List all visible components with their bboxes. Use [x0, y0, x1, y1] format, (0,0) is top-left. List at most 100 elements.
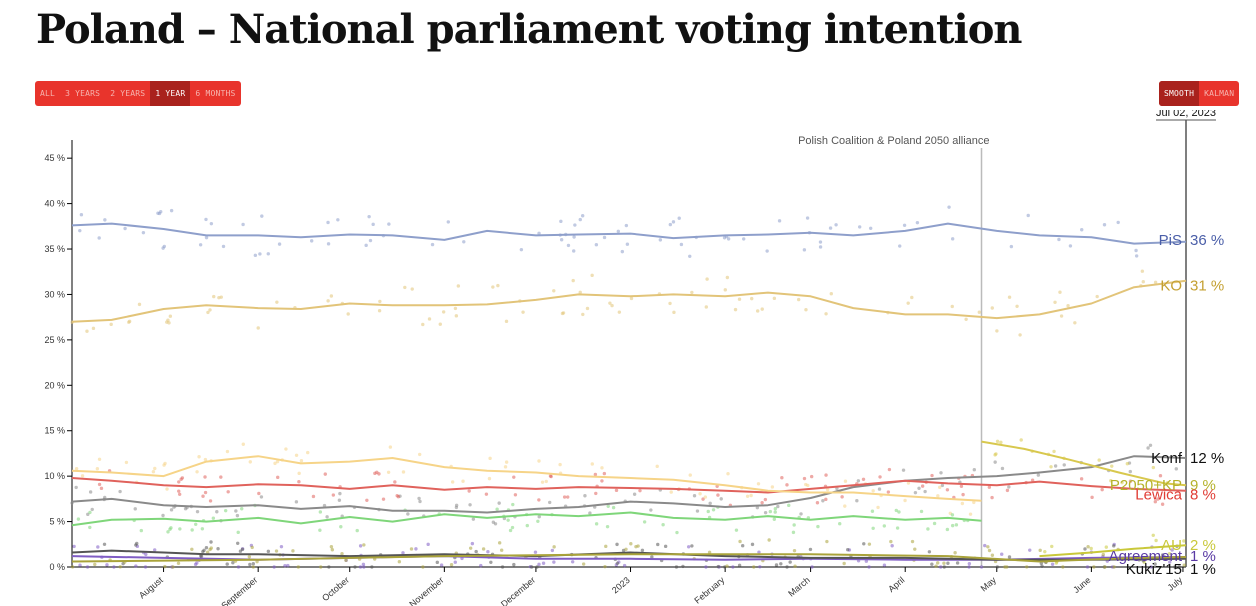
poll-dot [370, 565, 374, 569]
poll-dot [964, 317, 968, 322]
poll-dot [704, 565, 708, 569]
poll-dot [550, 548, 555, 553]
poll-dot [792, 548, 797, 553]
poll-dot [533, 550, 538, 554]
poll-dot [792, 523, 796, 527]
poll-dot [1039, 561, 1044, 566]
x-tick-label: June [1071, 575, 1092, 595]
kalman-button[interactable]: KALMAN [1204, 89, 1235, 98]
poll-dot [1110, 464, 1114, 468]
poll-dot [97, 236, 101, 240]
poll-dot [774, 563, 779, 567]
poll-dot [273, 461, 277, 466]
poll-dot [809, 474, 814, 479]
poll-dot [897, 510, 901, 514]
poll-dot [1177, 565, 1182, 569]
poll-dot [537, 459, 541, 463]
poll-dot [930, 473, 934, 478]
poll-dot [1040, 564, 1044, 569]
poll-dot [456, 284, 461, 288]
poll-dot [78, 228, 82, 233]
poll-dot [1141, 279, 1145, 284]
poll-dot [438, 322, 442, 326]
poll-dot [570, 560, 575, 564]
end-label-name-p2050-kp: P2050+KP [1110, 477, 1182, 494]
poll-dot [1089, 546, 1093, 551]
poll-dot [967, 565, 971, 569]
poll-dot [205, 550, 210, 554]
poll-dot [153, 548, 157, 552]
poll-dot [776, 504, 780, 509]
range-6-months-button[interactable]: 6 MONTHS [195, 89, 236, 98]
x-tick-label: September [219, 575, 259, 606]
poll-dot [919, 509, 924, 514]
method-selector: SMOOTH KALMAN [1159, 81, 1240, 106]
poll-dot [330, 548, 335, 552]
poll-dot [118, 565, 122, 569]
poll-dot [608, 301, 612, 305]
poll-dot [336, 218, 340, 222]
poll-dot [950, 523, 955, 528]
poll-dot [1043, 549, 1047, 554]
poll-dot [88, 510, 92, 515]
poll-dot [716, 564, 720, 569]
poll-dot [163, 461, 167, 466]
poll-dot [491, 285, 495, 289]
poll-dot [824, 312, 828, 316]
poll-dot [1092, 565, 1096, 569]
poll-dot [177, 492, 182, 496]
poll-dot [353, 565, 357, 569]
poll-dot [987, 548, 992, 553]
poll-dot [1173, 565, 1177, 569]
poll-dot [112, 565, 116, 569]
y-tick-label: 40 % [44, 199, 65, 209]
poll-dot [990, 306, 994, 310]
poll-dot [151, 470, 156, 474]
poll-dot [294, 500, 299, 504]
poll-dot [339, 525, 343, 529]
poll-dot [96, 545, 100, 549]
poll-dot [634, 544, 638, 549]
poll-dot [276, 475, 280, 480]
poll-dot [203, 475, 207, 479]
poll-dot [1026, 213, 1030, 218]
x-tick-label: October [320, 575, 351, 603]
poll-dot [671, 220, 676, 224]
range-2-years-button[interactable]: 2 YEARS [110, 89, 146, 98]
poll-dot [421, 322, 425, 327]
poll-dot [999, 440, 1003, 445]
poll-dot [393, 480, 397, 484]
poll-dot [805, 216, 810, 220]
poll-dot [755, 505, 760, 510]
poll-dot [698, 492, 702, 496]
range-1-year-button[interactable]: 1 YEAR [150, 81, 191, 106]
poll-dot [990, 495, 994, 500]
poll-dot [225, 562, 229, 566]
poll-dot [745, 494, 750, 498]
poll-dot [740, 544, 745, 548]
poll-dot [559, 219, 563, 224]
poll-dot [256, 326, 260, 330]
poll-dot [675, 530, 679, 535]
poll-dot [738, 539, 742, 544]
voting-intention-chart[interactable]: 0 % 5 % 10 % 15 % 20 % 25 % 30 % 35 % 40 % 45 % A… [0, 110, 1256, 606]
y-tick-label: 35 % [44, 244, 65, 254]
poll-dot [355, 528, 359, 533]
poll-dot [763, 510, 768, 515]
poll-dot [686, 545, 691, 549]
range-all-button[interactable]: ALL [40, 89, 56, 98]
poll-dot [286, 563, 290, 568]
poll-dot [97, 457, 102, 461]
poll-dot [624, 547, 628, 552]
poll-dot [920, 484, 925, 488]
x-axis: August September October November December 20… [72, 566, 1186, 606]
smooth-button[interactable]: SMOOTH [1159, 81, 1200, 106]
x-tick-label: December [499, 575, 537, 606]
poll-dot [723, 288, 727, 292]
poll-dot [578, 217, 582, 222]
poll-dot [947, 205, 951, 209]
range-3-years-button[interactable]: 3 YEARS [65, 89, 101, 98]
poll-dot [655, 464, 659, 469]
poll-dot [726, 472, 730, 476]
x-tick-label: August [137, 575, 165, 601]
